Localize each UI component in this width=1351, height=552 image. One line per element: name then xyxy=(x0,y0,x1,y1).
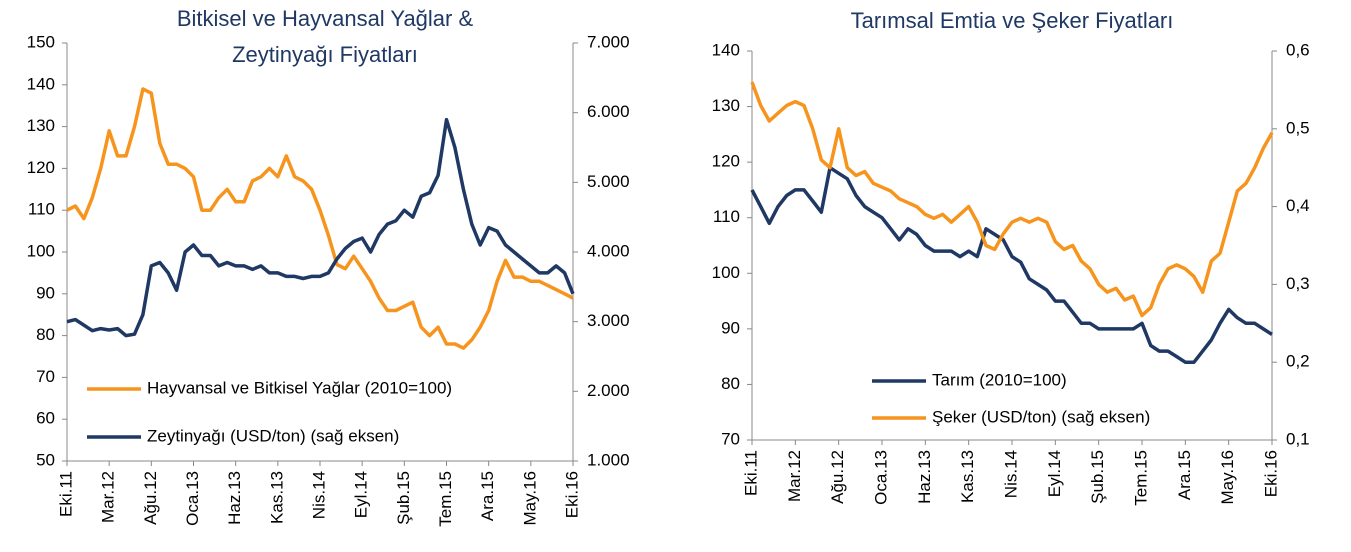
y-tick-label: 80 xyxy=(36,325,55,344)
x-tick-label: Kas.13 xyxy=(267,471,286,524)
y-tick-label: 70 xyxy=(721,429,740,448)
y-tick-label: 120 xyxy=(27,158,55,177)
y-tick-label: 130 xyxy=(712,96,740,115)
x-tick-label: May.16 xyxy=(520,471,539,526)
x-tick-label: Nis.14 xyxy=(1001,450,1020,498)
y-tick-label: 80 xyxy=(721,374,740,393)
y-tick-label: 70 xyxy=(36,367,55,386)
x-tick-label: Oca.13 xyxy=(183,471,202,526)
x-tick-label: Eyl.14 xyxy=(352,471,371,518)
x-tick-label: Eyl.14 xyxy=(1045,450,1064,497)
x-tick-label: Tem.15 xyxy=(436,471,455,527)
x-tick-label: Eki.11 xyxy=(741,450,760,496)
y-tick-label: 150 xyxy=(27,32,55,51)
y2-tick-label: 0,6 xyxy=(1286,40,1310,59)
y2-tick-label: 0,5 xyxy=(1286,118,1310,137)
y2-tick-label: 6.000 xyxy=(587,102,630,121)
legend-label: Hayvansal ve Bitkisel Yağlar (2010=100) xyxy=(147,378,452,397)
y2-tick-label: 0,1 xyxy=(1286,429,1310,448)
y-tick-label: 100 xyxy=(712,263,740,282)
series-line xyxy=(750,81,1274,318)
y2-tick-label: 4.000 xyxy=(587,241,630,260)
y-tick-label: 60 xyxy=(36,409,55,428)
y-tick-label: 90 xyxy=(721,318,740,337)
legend-label: Zeytinyağı (USD/ton) (sağ eksen) xyxy=(147,426,399,445)
legend-label: Tarım (2010=100) xyxy=(932,370,1067,389)
y2-tick-label: 5.000 xyxy=(587,172,630,191)
y-tick-label: 90 xyxy=(36,283,55,302)
x-tick-label: Şub.15 xyxy=(394,471,413,525)
x-tick-label: Nis.14 xyxy=(309,471,328,519)
y2-tick-label: 3.000 xyxy=(587,311,630,330)
y-tick-label: 110 xyxy=(28,200,55,219)
x-tick-label: Eki.16 xyxy=(1261,450,1280,497)
x-tick-label: Ağu.12 xyxy=(828,450,847,504)
x-tick-label: Kas.13 xyxy=(958,450,977,503)
x-tick-label: May.16 xyxy=(1218,450,1237,505)
y-tick-label: 140 xyxy=(27,74,55,93)
legend-label: Şeker (USD/ton) (sağ eksen) xyxy=(932,407,1150,426)
series-line xyxy=(66,87,574,350)
x-tick-label: Haz.13 xyxy=(915,450,934,504)
y-tick-label: 120 xyxy=(712,152,740,171)
y-tick-label: 50 xyxy=(36,450,55,469)
x-tick-label: Ara.15 xyxy=(1175,450,1194,500)
y2-tick-label: 0,2 xyxy=(1286,352,1310,371)
x-tick-label: Oca.13 xyxy=(871,450,890,505)
x-tick-label: Eki.16 xyxy=(562,471,581,518)
x-tick-label: Mar.12 xyxy=(785,450,804,502)
x-tick-label: Ara.15 xyxy=(478,471,497,521)
x-tick-label: Şub.15 xyxy=(1088,450,1107,504)
x-tick-label: Haz.13 xyxy=(225,471,244,525)
series-line xyxy=(750,165,1273,364)
y-tick-label: 140 xyxy=(712,40,740,59)
y2-tick-label: 0,4 xyxy=(1286,196,1310,215)
y2-tick-label: 0,3 xyxy=(1286,274,1310,293)
y2-tick-label: 1.000 xyxy=(587,450,630,469)
x-tick-label: Tem.15 xyxy=(1131,450,1150,506)
y-tick-label: 110 xyxy=(713,207,740,226)
x-tick-label: Eki.11 xyxy=(56,471,75,517)
y-tick-label: 130 xyxy=(27,116,55,135)
x-tick-label: Mar.12 xyxy=(99,471,118,523)
y2-tick-label: 2.000 xyxy=(587,381,630,400)
series-line xyxy=(66,117,575,338)
y2-tick-label: 7.000 xyxy=(587,32,630,51)
chart-title: Tarımsal Emtia ve Şeker Fiyatları xyxy=(851,8,1174,33)
y-tick-label: 100 xyxy=(27,241,55,260)
chart-title: Zeytinyağı Fiyatları xyxy=(232,42,418,67)
x-tick-label: Ağu.12 xyxy=(141,471,160,525)
chart-title: Bitkisel ve Hayvansal Yağlar & xyxy=(177,6,474,31)
